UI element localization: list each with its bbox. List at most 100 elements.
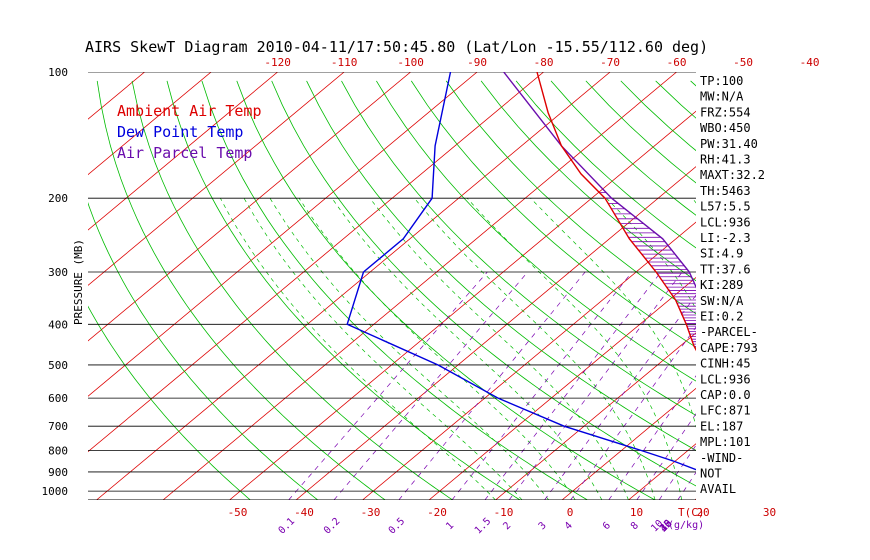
dry-adiabat — [445, 80, 696, 315]
mixing-ratio-label: 0.2 — [322, 516, 343, 537]
dry-adiabat — [271, 80, 696, 487]
stat-item: TH:5463 — [700, 184, 751, 198]
mixing-ratio-label: 4 — [563, 520, 575, 532]
mixing-ratio-line — [484, 271, 662, 500]
bottom-temp-tick-label: -20 — [427, 506, 447, 519]
isotherm-line — [162, 72, 677, 500]
mixing-ratio-line — [508, 271, 683, 500]
bottom-temp-tick-label: 30 — [763, 506, 776, 519]
moist-adiabat — [369, 197, 629, 500]
top-temp-tick-label: -60 — [667, 56, 687, 69]
isotherm-line — [0, 72, 78, 500]
moist-adiabat — [530, 197, 696, 428]
stat-item: LFC:871 — [700, 404, 751, 418]
dry-adiabat — [88, 305, 251, 500]
stat-item: RH:41.3 — [700, 153, 751, 167]
top-temp-tick-label: -70 — [600, 56, 620, 69]
dry-adiabat — [480, 80, 696, 282]
dry-adiabat — [166, 80, 521, 500]
pressure-tick-label: 1000 — [42, 485, 69, 498]
bottom-temp-tick-label: -50 — [228, 506, 248, 519]
isotherm-line — [295, 166, 696, 500]
stat-item: AVAIL — [700, 482, 736, 496]
stat-item: WBO:450 — [700, 121, 751, 135]
isotherm-line — [229, 110, 696, 500]
stat-item: MAXT:32.2 — [700, 168, 765, 182]
mixing-ratio-line — [398, 271, 586, 500]
isotherm-line — [428, 276, 696, 500]
pressure-tick-label: 400 — [48, 318, 68, 331]
dry-adiabat — [96, 80, 386, 500]
top-temp-tick-label: -100 — [397, 56, 424, 69]
top-temp-tick-label: -120 — [264, 56, 291, 69]
pressure-tick-label: 500 — [48, 359, 68, 372]
dry-adiabat — [88, 201, 319, 500]
pressure-tick-labels: 100 200 300 400 500 600 700 800 900 1000 — [42, 66, 69, 498]
stat-item: TT:37.6 — [700, 262, 751, 276]
stat-item: MW:N/A — [700, 90, 744, 104]
stat-item: -WIND- — [700, 451, 743, 465]
bottom-temp-tick-label: -40 — [294, 506, 314, 519]
isotherm-line — [88, 72, 212, 176]
dry-adiabat — [236, 80, 656, 500]
stat-item: CAP:0.0 — [700, 388, 751, 402]
bottom-temp-tick-label: -30 — [361, 506, 381, 519]
y-axis-label: PRESSURE (MB) — [72, 239, 85, 325]
stat-item: L57:5.5 — [700, 200, 751, 214]
isotherm-line — [828, 72, 870, 500]
isotherm-line — [96, 72, 611, 500]
mixing-unit: (g/kg) — [668, 520, 704, 531]
mixing-ratio-line — [288, 271, 488, 500]
legend-entry: Dew Point Temp — [117, 123, 243, 141]
moist-adiabat — [331, 197, 603, 500]
series-line-2 — [503, 72, 696, 289]
bottom-temp-tick-label: 20 — [696, 506, 709, 519]
mixing-ratio-line — [570, 326, 696, 500]
stat-item: LI:-2.3 — [700, 231, 751, 245]
series-line-0 — [536, 72, 696, 352]
pressure-tick-label: 200 — [48, 192, 68, 205]
stat-item: EL:187 — [700, 419, 743, 433]
moist-adiabat — [414, 197, 656, 500]
mixing-ratio-line — [777, 272, 870, 500]
dry-adiabat — [760, 81, 870, 500]
mixing-ratio-line — [544, 294, 696, 500]
bottom-temp-tick-labels: -50 -40 -30 -20 -10 0 10 20 30 T(C) — [228, 506, 777, 519]
mixing-ratio-line — [756, 272, 870, 500]
grid-layer — [0, 72, 870, 500]
stat-item: LCL:936 — [700, 215, 751, 229]
dry-adiabat — [865, 81, 870, 500]
top-temp-tick-labels: -120 -110 -100 -90 -80 -70 -60 -50 -40 — [264, 56, 819, 69]
dry-adiabat — [410, 80, 696, 348]
stat-item: NOT — [700, 467, 722, 481]
isotherm-line — [88, 72, 345, 286]
series-line-1 — [346, 72, 696, 471]
bottom-temp-unit: T(C) — [678, 506, 705, 519]
stat-item: SI:4.9 — [700, 247, 743, 261]
bottom-temp-tick-label: 0 — [567, 506, 574, 519]
isotherm-line — [88, 72, 278, 231]
moist-adiabat — [269, 198, 549, 500]
moist-adiabat — [298, 198, 576, 500]
moist-adiabat — [243, 198, 523, 500]
isotherm-line — [88, 72, 411, 342]
dry-adiabat — [830, 81, 870, 500]
stat-item: -PARCEL- — [700, 325, 758, 339]
stat-item: PW:31.40 — [700, 137, 758, 151]
isotherm-line — [88, 72, 478, 397]
pressure-tick-label: 600 — [48, 392, 68, 405]
stat-item: LCL:936 — [700, 372, 751, 386]
mixing-ratio-label: 1.5 — [473, 516, 494, 537]
dry-adiabat — [131, 80, 453, 500]
pressure-tick-label: 800 — [48, 445, 68, 458]
dry-adiabat — [795, 81, 870, 500]
pressure-tick-label: 300 — [48, 266, 68, 279]
isotherm-line — [495, 332, 696, 500]
stat-item: MPL:101 — [700, 435, 751, 449]
legend-entry: Ambient Air Temp — [117, 102, 262, 120]
isotherm-line — [88, 72, 544, 453]
moist-adiabat — [815, 198, 851, 500]
